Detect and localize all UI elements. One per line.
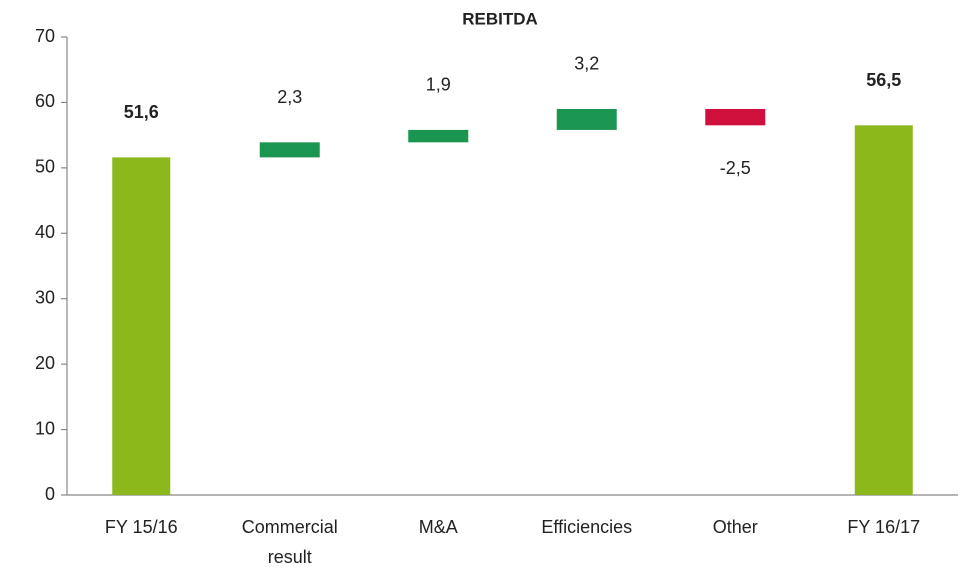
x-tick-label: Other [713,517,758,537]
y-tick-label: 0 [45,484,55,504]
bar [556,108,617,130]
data-label: 51,6 [124,102,159,122]
x-tick-label: Commercial result [242,517,338,567]
x-tick-label: FY 15/16 [105,517,178,537]
data-label: 3,2 [574,54,599,74]
y-tick-label: 40 [35,222,55,242]
y-tick-label: 50 [35,157,55,177]
data-label: -2,5 [720,158,751,178]
bar [259,142,320,158]
bar [112,157,171,496]
y-tick-label: 70 [35,26,55,46]
y-tick-label: 10 [35,418,55,438]
bar [854,125,913,495]
y-tick-label: 20 [35,353,55,373]
y-tick-label: 30 [35,287,55,307]
bar [705,108,766,126]
chart-title: REBITDA [462,9,538,28]
x-tick-label: M&A [419,517,458,537]
y-tick-label: 60 [35,91,55,111]
data-label: 56,5 [866,70,901,90]
data-label: 2,3 [277,87,302,107]
x-tick-label: FY 16/17 [847,517,920,537]
bar [408,129,469,143]
data-label: 1,9 [426,75,451,95]
x-tick-label: Efficiencies [541,517,632,537]
